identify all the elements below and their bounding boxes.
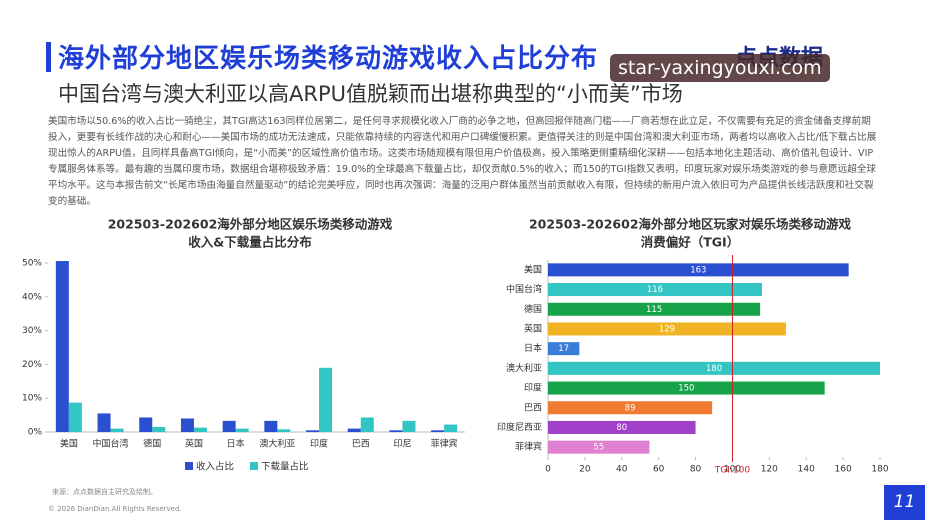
title: 海外部分地区娱乐场类移动游戏收入占比分布 [58,44,599,74]
x-tick-label: 140 [798,465,815,475]
y-tick-label: 德国 [524,303,542,315]
chart-title: 202503-202602海外部分地区玩家对娱乐场类移动游戏 [529,217,852,232]
bar [222,420,236,432]
legend-label: 下载量占比 [261,461,309,473]
y-tick-label: 10% [22,394,42,404]
bar [548,420,696,434]
x-tick-label: 100 [724,465,741,475]
bar [110,428,124,432]
bar [548,401,713,415]
bar [548,322,786,336]
x-tick-label: 印度 [310,438,328,450]
source: 来源：点点数据自主研究及绘制。 [52,488,157,496]
y-tick-label: 40% [22,292,42,302]
watermark: star-yaxingyouxi.com [610,54,830,82]
bar [360,417,374,432]
bar [180,418,194,432]
value-label: 17 [558,344,569,354]
bar [306,430,320,432]
bar [402,420,416,432]
y-tick-label: 0% [28,428,43,438]
bar [548,440,650,454]
chart-subtitle: 消费偏好（TGI） [641,235,739,250]
bar [152,426,166,432]
bar [431,430,445,432]
value-label: 163 [690,265,706,275]
bar [264,420,278,432]
bar [548,263,849,277]
x-tick-label: 美国 [60,438,78,450]
x-tick-label: 菲律宾 [431,438,458,450]
x-tick-label: 180 [871,465,888,475]
chart-subtitle: 收入&下载量占比分布 [188,235,312,250]
copyright: © 2026 DianDian.All Rights Reserved. [48,505,182,513]
value-label: 115 [646,305,662,315]
x-tick-label: 160 [835,465,852,475]
y-tick-label: 20% [22,360,42,370]
y-tick-label: 澳大利亚 [506,362,542,374]
y-tick-label: 50% [22,259,42,269]
y-tick-label: 中国台湾 [506,283,542,295]
legend-swatch [250,462,258,470]
bar [548,381,825,395]
value-label: 150 [678,384,694,394]
bar [389,430,403,432]
bar [68,402,82,432]
bar [55,261,69,432]
x-tick-label: 80 [690,465,702,475]
value-label: 80 [616,423,627,433]
bar [277,429,291,432]
bar [548,342,580,356]
y-tick-label: 印度 [524,382,542,394]
y-tick-label: 菲律宾 [515,441,542,453]
chart-title: 202503-202602海外部分地区娱乐场类移动游戏 [108,217,393,232]
value-label: 129 [659,324,675,334]
y-tick-label: 英国 [524,322,542,334]
value-label: 116 [647,285,663,295]
x-tick-label: 德国 [143,438,161,450]
x-tick-label: 60 [653,465,665,475]
x-tick-label: 澳大利亚 [259,438,295,450]
bar [444,424,458,432]
bar [548,302,761,316]
bar [139,417,153,432]
value-label: 180 [706,364,722,374]
y-tick-label: 30% [22,326,42,336]
y-tick-label: 日本 [524,342,542,354]
x-tick-label: 巴西 [352,439,370,450]
value-label: 89 [625,403,636,413]
x-tick-label: 日本 [227,438,245,450]
bar [319,367,333,432]
x-tick-label: 印尼 [393,438,411,450]
title-accent [46,42,51,72]
bar [97,413,111,432]
legend-swatch [185,462,193,470]
y-tick-label: 巴西 [524,402,542,413]
x-tick-label: 120 [761,465,778,475]
x-tick-label: 中国台湾 [93,438,129,450]
paragraph: 美国市场以50.6%的收入占比一骑绝尘，其TGI高达163同样位居第二，是任何寻… [48,116,877,207]
x-tick-label: 英国 [185,438,203,450]
bar [548,361,880,375]
subtitle: 中国台湾与澳大利亚以高ARPU值脱颖而出堪称典型的“小而美”市场 [58,82,683,106]
reference-label: TGI:100 [714,466,751,476]
x-tick-label: 0 [545,465,551,475]
legend-label: 收入占比 [196,461,234,473]
bar [235,428,249,432]
bar [347,428,361,432]
x-tick-label: 20 [579,465,591,475]
bar [548,283,762,297]
y-tick-label: 印度尼西亚 [497,421,542,433]
bar [193,427,207,432]
page-number: 11 [884,485,925,520]
value-label: 55 [593,443,604,453]
x-tick-label: 40 [616,465,628,475]
y-tick-label: 美国 [524,263,542,275]
